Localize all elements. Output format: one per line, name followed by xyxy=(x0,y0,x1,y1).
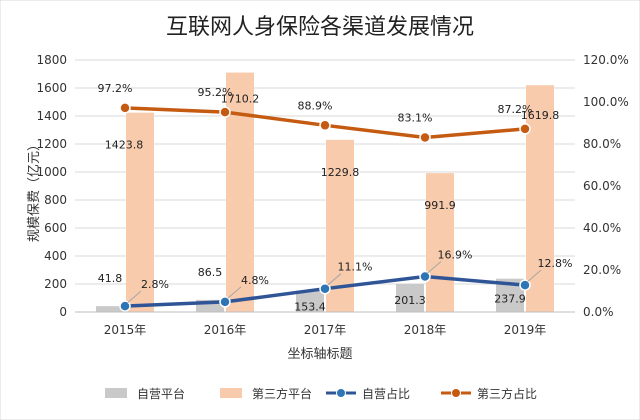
y-right-tick-label: 20.0% xyxy=(583,263,621,277)
line-label-self-operated-share: 16.9% xyxy=(438,249,473,262)
legend-swatch-marker xyxy=(336,388,346,398)
point-third-party-share xyxy=(519,123,531,135)
y-left-tick-label: 1000 xyxy=(36,165,67,179)
point-third-party-share xyxy=(219,106,231,118)
line-label-third-party-share: 87.2% xyxy=(498,103,533,116)
leader-line xyxy=(326,273,342,287)
y-right-tick-label: 100.0% xyxy=(583,95,629,109)
bar-third-party xyxy=(126,112,154,312)
legend-swatch xyxy=(105,388,127,398)
x-tick-label: 2015年 xyxy=(104,323,147,337)
legend-label: 第三方占比 xyxy=(477,386,537,401)
x-tick-label: 2018年 xyxy=(404,323,447,337)
axes: 0 200 400 600 800 1000 1200 1400 1600 1800 0.0% 20.… xyxy=(36,53,628,337)
line-label-self-operated-share: 2.8% xyxy=(141,278,169,291)
bar-label-third-party: 1710.2 xyxy=(221,93,260,106)
bar-label-third-party: 1229.8 xyxy=(321,166,360,179)
legend: 自营平台 第三方平台 自营占比 第三方占比 xyxy=(105,386,537,401)
leader-line xyxy=(426,261,442,274)
chart-title: 互联网人身保险各渠道发展情况 xyxy=(166,15,474,40)
bar-label-third-party: 1423.8 xyxy=(105,139,144,152)
point-self-operated-share xyxy=(419,270,431,283)
bar-third-party xyxy=(526,85,554,312)
bar-label-self-operated: 41.8 xyxy=(98,272,123,285)
gridlines xyxy=(75,59,575,285)
point-self-operated-share xyxy=(219,296,231,308)
y-left-tick-label: 1600 xyxy=(36,81,67,95)
y-right-tick-label: 80.0% xyxy=(583,137,621,151)
leader-line xyxy=(526,269,542,283)
bar-label-self-operated: 201.3 xyxy=(394,294,426,307)
bar-label-third-party: 991.9 xyxy=(424,199,456,212)
point-self-operated-share xyxy=(319,282,331,295)
line-label-third-party-share: 88.9% xyxy=(298,99,333,112)
bar-label-self-operated: 86.5 xyxy=(198,266,223,279)
point-self-operated-share xyxy=(119,300,131,312)
y-left-tick-label: 1200 xyxy=(36,137,67,151)
y-right-tick-label: 0.0% xyxy=(583,305,614,319)
line-label-third-party-share: 83.1% xyxy=(398,111,433,124)
bar-label-third-party: 1619.8 xyxy=(521,109,560,122)
line-label-self-operated-share: 12.8% xyxy=(538,257,573,270)
y-left-tick-label: 400 xyxy=(44,249,67,263)
legend-swatch xyxy=(220,388,242,398)
legend-swatch-marker xyxy=(451,388,461,398)
point-self-operated-share xyxy=(519,279,531,291)
leader-line xyxy=(226,286,242,300)
legend-label: 自营平台 xyxy=(137,386,185,401)
x-tick-label: 2017年 xyxy=(304,323,347,337)
x-tick-label: 2016年 xyxy=(204,323,247,337)
y-left-tick-label: 600 xyxy=(44,221,67,235)
x-axis-title: 坐标轴标题 xyxy=(287,347,352,362)
y-right-tick-label: 40.0% xyxy=(583,221,621,235)
data-labels: 41.8 86.5 153.4 201.3 237.9 1423.8 1710.2 1229.… xyxy=(98,82,573,314)
legend-label: 自营占比 xyxy=(362,386,410,401)
legend-label: 第三方平台 xyxy=(252,386,312,401)
line-label-third-party-share: 97.2% xyxy=(98,82,133,95)
y-left-tick-label: 1400 xyxy=(36,109,67,123)
point-third-party-share xyxy=(319,119,331,132)
x-tick-label: 2019年 xyxy=(504,323,547,337)
bars xyxy=(96,72,554,313)
y-left-tick-label: 200 xyxy=(44,277,67,291)
bar-label-self-operated: 153.4 xyxy=(294,301,326,314)
y-right-tick-label: 120.0% xyxy=(583,53,629,67)
y-left-tick-label: 0 xyxy=(59,305,67,319)
bar-self-operated xyxy=(96,306,124,312)
bar-label-self-operated: 237.9 xyxy=(494,293,526,306)
bar-third-party xyxy=(426,173,454,312)
y-axis-title: 规模保费（亿元） xyxy=(27,138,42,242)
line-label-third-party-share: 95.2% xyxy=(198,86,233,99)
point-third-party-share xyxy=(419,131,431,144)
y-right-tick-label: 60.0% xyxy=(583,179,621,193)
line-label-self-operated-share: 4.8% xyxy=(241,274,269,287)
point-third-party-share xyxy=(119,102,131,114)
y-left-tick-label: 1800 xyxy=(36,53,67,67)
bar-self-operated xyxy=(396,283,424,312)
bar-self-operated xyxy=(296,290,324,312)
bar-third-party xyxy=(326,139,354,312)
leader-line xyxy=(126,290,142,304)
line-label-self-operated-share: 11.1% xyxy=(338,261,373,274)
lines xyxy=(119,102,531,312)
y-left-tick-label: 800 xyxy=(44,193,67,207)
